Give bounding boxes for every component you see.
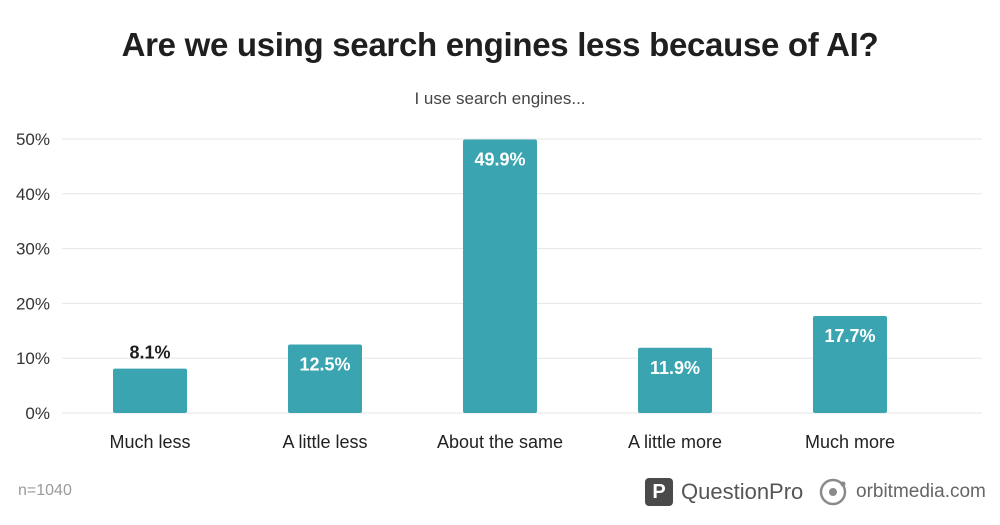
chart-subtitle: I use search engines... <box>414 89 586 108</box>
questionpro-icon-letter: P <box>652 480 666 503</box>
category-label: About the same <box>437 432 563 452</box>
y-tick-label: 30% <box>16 240 50 259</box>
category-label: Much less <box>109 432 190 452</box>
value-label: 49.9% <box>474 150 525 170</box>
questionpro-logo-text: QuestionPro <box>681 479 804 504</box>
value-label: 17.7% <box>824 326 875 346</box>
orbitmedia-logo: orbitmedia.com <box>818 476 986 508</box>
category-label: Much more <box>805 432 895 452</box>
value-labels: 8.1% 12.5% 49.9% 11.9% 17.7% <box>129 150 875 378</box>
orbitmedia-logo-text: orbitmedia.com <box>856 481 986 502</box>
category-label: A little less <box>282 432 367 452</box>
y-axis-ticks: 0% 10% 20% 30% 40% 50% <box>16 130 50 423</box>
sample-size-note: n=1040 <box>18 482 72 499</box>
questionpro-icon: P <box>645 478 673 506</box>
y-tick-label: 40% <box>16 185 50 204</box>
bar <box>813 316 887 413</box>
bars <box>113 139 887 413</box>
bar <box>638 347 712 413</box>
y-tick-label: 50% <box>16 130 50 149</box>
y-tick-label: 20% <box>16 294 50 313</box>
bar <box>463 139 537 413</box>
bar <box>113 368 187 413</box>
bar <box>288 344 362 413</box>
questionpro-logo: P QuestionPro <box>645 476 803 508</box>
y-tick-label: 0% <box>25 404 50 423</box>
category-label: A little more <box>628 432 722 452</box>
value-label: 12.5% <box>299 355 350 375</box>
value-label: 8.1% <box>129 343 170 363</box>
value-label: 11.9% <box>650 358 700 378</box>
orbit-icon <box>819 478 847 506</box>
chart-title: Are we using search engines less because… <box>121 26 879 63</box>
y-tick-label: 10% <box>16 349 50 368</box>
category-labels: Much less A little less About the same A li… <box>109 432 895 452</box>
